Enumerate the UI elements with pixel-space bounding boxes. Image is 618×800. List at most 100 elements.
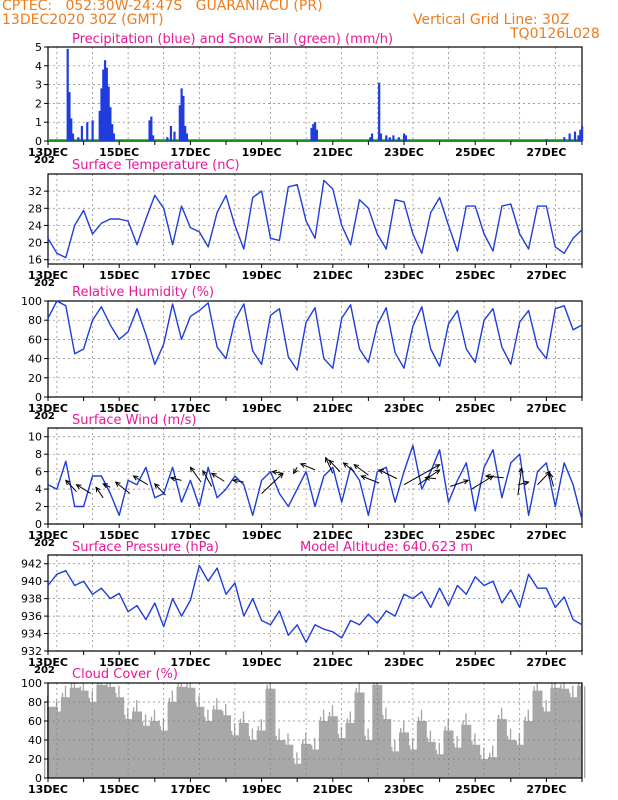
rh-frame (47, 300, 583, 398)
cloud-spike (518, 733, 521, 778)
precip-bar (379, 133, 383, 141)
cloud-spike (509, 728, 512, 778)
ytick-label: 60 (28, 715, 42, 728)
cloud-spike (337, 733, 340, 778)
wind-arrow (450, 479, 469, 487)
cloud-spike (150, 716, 153, 778)
precip-bar (579, 129, 582, 141)
cloud-spike (331, 704, 334, 778)
precip-bar (112, 133, 116, 141)
temp-panel: Surface Temperature (nC) 16 20 24 28 32 13DEC 1… (28, 158, 583, 289)
cloud-spike (539, 691, 541, 778)
cloud-spike (497, 714, 500, 778)
cloud-spike (533, 686, 535, 778)
precip-bar (178, 105, 181, 141)
ytick-label: 24 (28, 219, 42, 232)
precip-panel: Precipitation (blue) and Snow Fall (gree… (28, 32, 584, 166)
precip-bar (91, 120, 94, 141)
cloud-spike (174, 702, 176, 778)
wind-arrow (343, 462, 355, 473)
cloud-spike (492, 745, 494, 778)
xtick-label: 23DEC (384, 402, 424, 415)
cloud-spike (76, 688, 79, 778)
cloud-spike (566, 689, 568, 778)
cloud-spike (290, 745, 292, 778)
cloud-spike (462, 720, 464, 778)
cloud-spike (112, 687, 114, 778)
ytick-label: 16 (28, 254, 42, 267)
ytick-label: 40 (28, 353, 42, 366)
wind-arrow-head (169, 476, 176, 482)
wind-panel: Surface Wind (m/s) 0 2 4 6 8 10 13DEC 15DEC 17DEC… (28, 413, 583, 549)
cloud-spike (373, 683, 375, 778)
precip-bar (577, 135, 580, 141)
cloud-spike (506, 735, 509, 778)
xtick-label: 15DEC (99, 402, 139, 415)
cloud-spike (483, 747, 485, 778)
year-fragment-label: 202 (34, 665, 55, 676)
precip-bar (545, 139, 548, 141)
precip-bar (150, 116, 153, 141)
xtick-label: 23DEC (384, 783, 424, 796)
cloud-spike (456, 736, 458, 778)
precip-bar (86, 122, 89, 141)
precip-bar (404, 135, 407, 141)
xtick-label: 13DEC (28, 269, 68, 282)
chart-code: TQ0126L028 (510, 26, 600, 42)
cloud-spike (486, 759, 488, 778)
xtick-label: 27DEC (526, 402, 566, 415)
cloud-spike (397, 751, 399, 778)
cloud-spike (432, 742, 435, 778)
cloud-spike (133, 707, 135, 778)
cloud-spike (414, 749, 417, 778)
precip-bar (148, 120, 151, 141)
cloud-spike (524, 716, 526, 778)
cloud-spike (168, 697, 170, 778)
rh-series-line (47, 300, 583, 371)
ytick-label: 6 (35, 466, 42, 479)
wind-arrow (300, 463, 316, 471)
cloud-spike (548, 711, 550, 778)
ytick-label: 932 (21, 645, 42, 658)
precip-bar (378, 82, 381, 141)
wind-arrow (293, 467, 298, 474)
cloud-spike (52, 707, 55, 778)
wind-arrow (76, 484, 91, 494)
year-fragment-label: 202 (34, 155, 55, 166)
cloud-spike (177, 683, 179, 778)
xtick-label: 13DEC (28, 783, 68, 796)
xtick-label: 19DEC (242, 146, 282, 159)
precip-bar (392, 135, 395, 141)
cloud-spike (349, 711, 351, 778)
cloud-spike (542, 707, 544, 778)
cloud-spike (189, 683, 191, 778)
cloud-spike (308, 744, 310, 778)
cloud-spike (319, 716, 322, 778)
cloud-spike (328, 711, 331, 778)
cloud-spike (198, 695, 200, 778)
cloud-spike (578, 683, 580, 778)
cloud-spike (536, 683, 538, 778)
cloud-spike (254, 740, 257, 778)
wind-arrow-head (548, 472, 554, 479)
cloud-spike (355, 688, 357, 778)
cloud-spike (420, 709, 423, 778)
cloud-spike (527, 709, 529, 778)
cloud-frame (47, 682, 583, 779)
cloud-spike (118, 685, 120, 778)
cloud-spike (584, 686, 586, 778)
cloud-title: Cloud Cover (%) (72, 667, 178, 682)
wind-arrow (133, 475, 148, 486)
ytick-label: 0 (35, 391, 42, 404)
pressure-panel: Surface Pressure (hPa) Model Altitude: 64… (21, 540, 583, 676)
cloud-spike (115, 692, 117, 778)
cloud-spike (85, 691, 87, 778)
ytick-label: 2 (35, 97, 42, 110)
precip-bar (105, 67, 108, 141)
precip-bar (397, 137, 400, 141)
xtick-label: 21DEC (313, 146, 353, 159)
precip-bar (180, 88, 183, 141)
cloud-spike (358, 683, 360, 778)
cloud-spike (400, 728, 402, 778)
cloud-spike (275, 735, 277, 778)
